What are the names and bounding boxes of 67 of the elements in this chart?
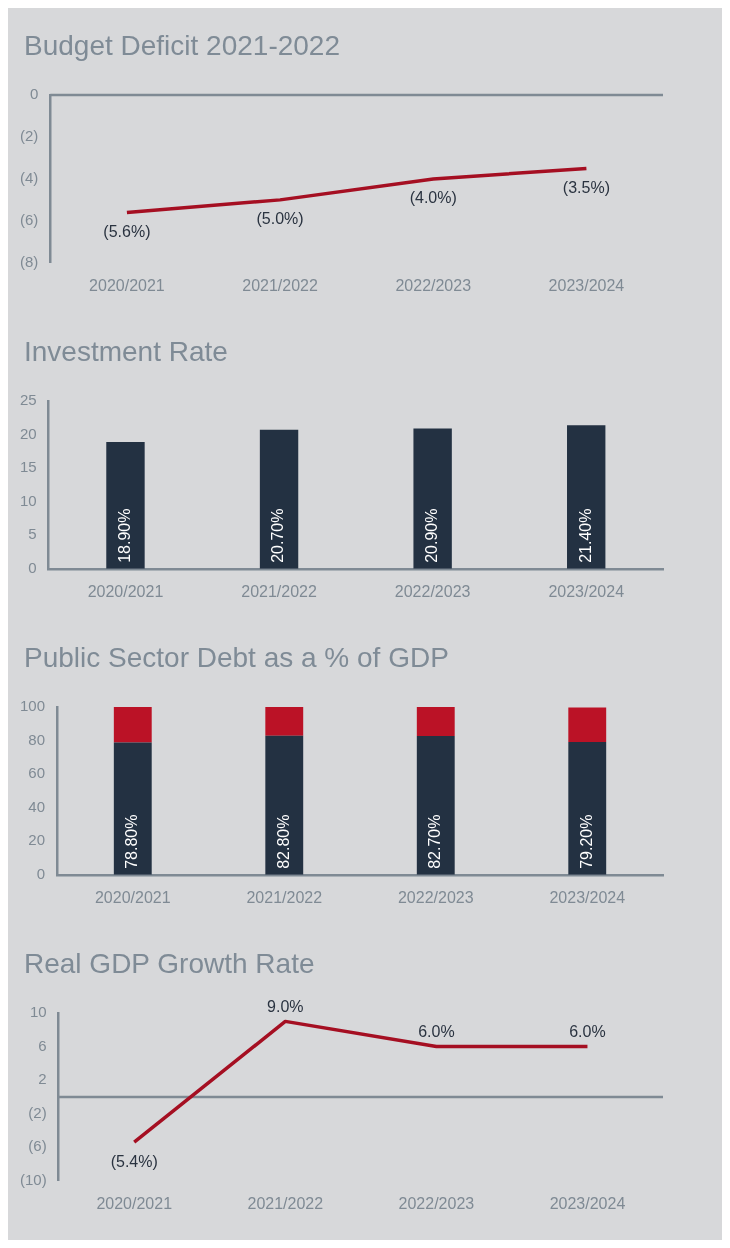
x-tick-label: 2021/2022 [242,276,318,294]
x-tick-label: 2021/2022 [241,582,317,600]
y-tick-label: (10) [19,1170,47,1188]
data-label: (3.5%) [562,178,610,196]
data-label: (5.4%) [110,1152,158,1170]
y-tick-label: (2) [19,127,39,145]
y-tick-label: 80 [28,730,46,748]
data-label: 79.20% [577,814,595,869]
y-tick-label: 100 [20,697,46,715]
x-tick-label: 2022/2023 [397,888,474,906]
data-label: (4.0%) [409,189,457,207]
data-label: 18.90% [115,508,133,563]
data-label: 20.90% [423,508,441,563]
y-tick-label: 15 [20,458,37,476]
data-label: 9.0% [267,997,304,1015]
x-tick-label: 2021/2022 [246,888,323,906]
x-tick-label: 2020/2021 [96,1194,173,1212]
data-label: 78.80% [123,814,141,869]
chart-title: Public Sector Debt as a % of GDP [23,641,450,675]
bar [113,742,152,875]
x-tick-label: 2021/2022 [247,1194,324,1212]
bar [265,735,304,875]
chart-title: Budget Deficit 2021-2022 [23,29,341,63]
bar [113,707,152,743]
y-tick-label: 25 [20,391,37,409]
data-label: 82.80% [274,814,292,869]
data-label: 20.70% [269,508,287,563]
y-tick-label: (6) [28,1137,47,1155]
y-tick-label: 10 [20,491,37,509]
bar [416,707,455,737]
y-tick-label: 0 [28,558,37,576]
data-label: (5.0%) [256,210,304,228]
x-tick-label: 2022/2023 [398,1194,475,1212]
y-tick-label: (4) [19,169,39,187]
x-tick-label: 2023/2024 [548,276,625,294]
y-tick-label: 40 [28,797,46,815]
bar [568,741,607,875]
y-tick-label: 60 [28,764,46,782]
y-tick-label: 0 [36,864,46,882]
x-tick-label: 2022/2023 [394,582,471,600]
x-tick-label: 2022/2023 [395,276,472,294]
bar [265,707,304,736]
chart-title: Investment Rate [23,335,229,369]
data-label: 21.40% [576,508,594,563]
y-tick-label: 20 [20,424,37,442]
y-tick-label: 10 [29,1003,47,1021]
x-tick-label: 2023/2024 [549,1194,626,1212]
y-tick-label: (6) [19,210,39,228]
y-tick-label: (8) [19,252,39,270]
data-label: 6.0% [569,1022,606,1040]
y-tick-label: 6 [38,1036,47,1054]
data-label: (5.6%) [103,222,151,240]
data-label: 82.70% [426,814,444,869]
y-tick-label: 0 [29,85,39,103]
bar [416,736,455,875]
y-tick-label: 2 [38,1070,47,1088]
bar [568,707,607,742]
y-tick-label: 20 [28,831,46,849]
chart-title: Real GDP Growth Rate [23,947,316,981]
data-label: 6.0% [418,1022,455,1040]
x-tick-label: 2020/2021 [89,276,165,294]
y-tick-label: (2) [28,1103,47,1121]
x-tick-label: 2020/2021 [94,888,171,906]
x-tick-label: 2023/2024 [549,888,626,906]
y-tick-label: 5 [28,525,37,543]
x-tick-label: 2020/2021 [87,582,164,600]
x-tick-label: 2023/2024 [548,582,625,600]
